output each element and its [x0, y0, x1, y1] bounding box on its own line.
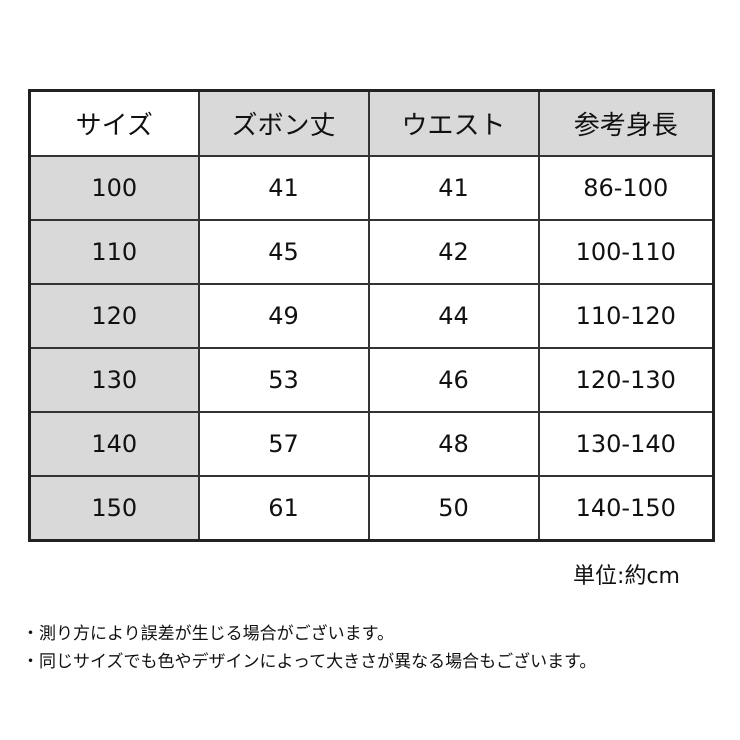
size-chart-table: サイズ ズボン丈 ウエスト 参考身長 100 41 41 86-100 110 45 42 1… — [28, 89, 715, 542]
cell-size: 130 — [28, 347, 200, 413]
table-row: 120 49 44 110-120 — [28, 283, 715, 349]
header-size: サイズ — [28, 89, 200, 157]
header-pants-length: ズボン丈 — [197, 89, 370, 157]
cell-size: 110 — [28, 219, 200, 285]
cell-waist: 48 — [367, 411, 540, 477]
note-item: ・同じサイズでも色やデザインによって大きさが異なる場合もございます。 — [22, 652, 597, 672]
cell-pants-length: 45 — [197, 219, 370, 285]
notes: ・測り方により誤差が生じる場合がございます。 ・同じサイズでも色やデザインによっ… — [22, 620, 596, 676]
cell-size: 150 — [28, 475, 200, 542]
cell-pants-length: 61 — [197, 475, 370, 542]
cell-reference-height: 110-120 — [537, 283, 715, 349]
table-row: 100 41 41 86-100 — [28, 155, 715, 221]
table-row: 130 53 46 120-130 — [28, 347, 715, 413]
cell-waist: 42 — [367, 219, 540, 285]
cell-waist: 44 — [367, 283, 540, 349]
cell-waist: 46 — [367, 347, 540, 413]
note-item: ・測り方により誤差が生じる場合がございます。 — [22, 624, 394, 644]
table-row: 140 57 48 130-140 — [28, 411, 715, 477]
cell-pants-length: 57 — [197, 411, 370, 477]
unit-label: 単位:約cm — [573, 564, 680, 589]
table-row: 110 45 42 100-110 — [28, 219, 715, 285]
cell-reference-height: 100-110 — [537, 219, 715, 285]
cell-pants-length: 41 — [197, 155, 370, 221]
cell-size: 120 — [28, 283, 200, 349]
cell-waist: 41 — [367, 155, 540, 221]
table-row: 150 61 50 140-150 — [28, 475, 715, 542]
cell-size: 140 — [28, 411, 200, 477]
cell-pants-length: 53 — [197, 347, 370, 413]
cell-reference-height: 130-140 — [537, 411, 715, 477]
cell-reference-height: 140-150 — [537, 475, 715, 542]
cell-waist: 50 — [367, 475, 540, 542]
header-waist: ウエスト — [367, 89, 540, 157]
cell-reference-height: 120-130 — [537, 347, 715, 413]
cell-reference-height: 86-100 — [537, 155, 715, 221]
cell-size: 100 — [28, 155, 200, 221]
cell-pants-length: 49 — [197, 283, 370, 349]
header-row: サイズ ズボン丈 ウエスト 参考身長 — [28, 89, 715, 157]
header-reference-height: 参考身長 — [537, 89, 715, 157]
